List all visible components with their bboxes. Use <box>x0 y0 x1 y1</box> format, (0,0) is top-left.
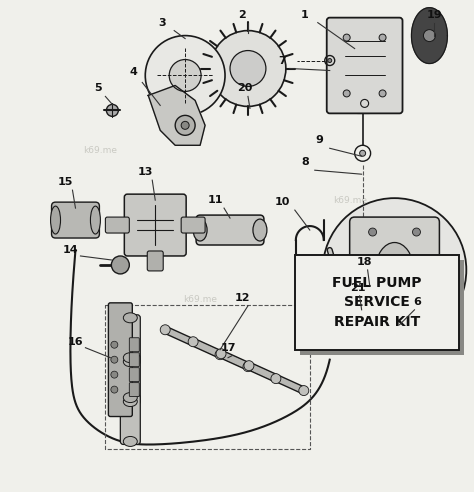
FancyBboxPatch shape <box>120 395 140 444</box>
FancyBboxPatch shape <box>129 353 139 367</box>
Text: 16: 16 <box>68 337 83 347</box>
Text: 18: 18 <box>357 257 373 267</box>
Circle shape <box>111 386 118 393</box>
Circle shape <box>299 386 309 396</box>
Circle shape <box>379 34 386 41</box>
Text: FUEL PUMP
SERVICE
REPAIR KIT: FUEL PUMP SERVICE REPAIR KIT <box>332 276 422 329</box>
Circle shape <box>379 90 386 97</box>
Circle shape <box>106 104 118 117</box>
Text: 1: 1 <box>301 10 309 20</box>
FancyBboxPatch shape <box>120 315 140 365</box>
Circle shape <box>230 51 266 87</box>
Circle shape <box>111 371 118 378</box>
Text: 12: 12 <box>234 293 250 303</box>
Polygon shape <box>148 86 205 145</box>
Ellipse shape <box>123 436 137 446</box>
FancyBboxPatch shape <box>196 215 264 245</box>
Text: k69.me: k69.me <box>333 196 367 205</box>
Text: 5: 5 <box>95 84 102 93</box>
FancyBboxPatch shape <box>129 338 139 352</box>
FancyBboxPatch shape <box>129 368 139 382</box>
Text: 21: 21 <box>350 283 365 293</box>
Circle shape <box>360 150 365 156</box>
Circle shape <box>328 59 332 62</box>
Polygon shape <box>411 8 447 63</box>
Bar <box>300 260 465 355</box>
Ellipse shape <box>123 313 137 323</box>
FancyBboxPatch shape <box>109 303 132 417</box>
Circle shape <box>215 350 225 360</box>
Circle shape <box>111 356 118 363</box>
Text: 2: 2 <box>238 10 246 20</box>
Text: 10: 10 <box>275 197 291 207</box>
Circle shape <box>188 337 198 347</box>
FancyBboxPatch shape <box>350 217 439 327</box>
Circle shape <box>216 349 226 359</box>
Circle shape <box>412 228 420 236</box>
FancyBboxPatch shape <box>120 355 140 404</box>
Ellipse shape <box>123 357 137 367</box>
Circle shape <box>243 362 253 371</box>
Text: 13: 13 <box>137 167 153 177</box>
Circle shape <box>111 341 118 348</box>
Circle shape <box>160 325 170 335</box>
FancyBboxPatch shape <box>147 251 163 271</box>
Circle shape <box>369 228 376 236</box>
Circle shape <box>423 30 436 42</box>
Text: 7: 7 <box>278 56 286 65</box>
Text: k69.me: k69.me <box>183 295 217 305</box>
Circle shape <box>343 34 350 41</box>
Text: 20: 20 <box>237 84 253 93</box>
Circle shape <box>145 35 225 115</box>
Circle shape <box>175 115 195 135</box>
Text: 14: 14 <box>63 245 78 255</box>
Circle shape <box>181 122 189 129</box>
Ellipse shape <box>375 243 413 297</box>
Ellipse shape <box>123 393 137 402</box>
FancyBboxPatch shape <box>181 217 205 233</box>
Circle shape <box>369 304 376 312</box>
Text: 4: 4 <box>129 67 137 78</box>
FancyBboxPatch shape <box>124 194 186 256</box>
Circle shape <box>343 90 350 97</box>
FancyBboxPatch shape <box>129 383 139 397</box>
Circle shape <box>271 373 281 384</box>
FancyBboxPatch shape <box>105 217 129 233</box>
Text: 3: 3 <box>158 18 166 28</box>
Bar <box>295 255 459 350</box>
Ellipse shape <box>91 206 100 234</box>
Ellipse shape <box>123 397 137 406</box>
Circle shape <box>169 60 201 92</box>
FancyBboxPatch shape <box>327 18 402 113</box>
Circle shape <box>323 198 466 342</box>
Ellipse shape <box>123 353 137 363</box>
Circle shape <box>210 31 286 106</box>
Circle shape <box>412 304 420 312</box>
Text: 8: 8 <box>301 157 309 167</box>
Circle shape <box>244 361 254 370</box>
Ellipse shape <box>193 219 207 241</box>
Text: 15: 15 <box>58 177 73 187</box>
Ellipse shape <box>51 206 61 234</box>
Text: 17: 17 <box>220 343 236 353</box>
FancyBboxPatch shape <box>52 202 100 238</box>
Circle shape <box>111 256 129 274</box>
Text: k69.me: k69.me <box>83 146 118 155</box>
Text: 11: 11 <box>207 195 223 205</box>
Text: 6: 6 <box>413 297 421 307</box>
Text: 9: 9 <box>316 135 324 145</box>
Text: 19: 19 <box>427 10 442 20</box>
Ellipse shape <box>253 219 267 241</box>
